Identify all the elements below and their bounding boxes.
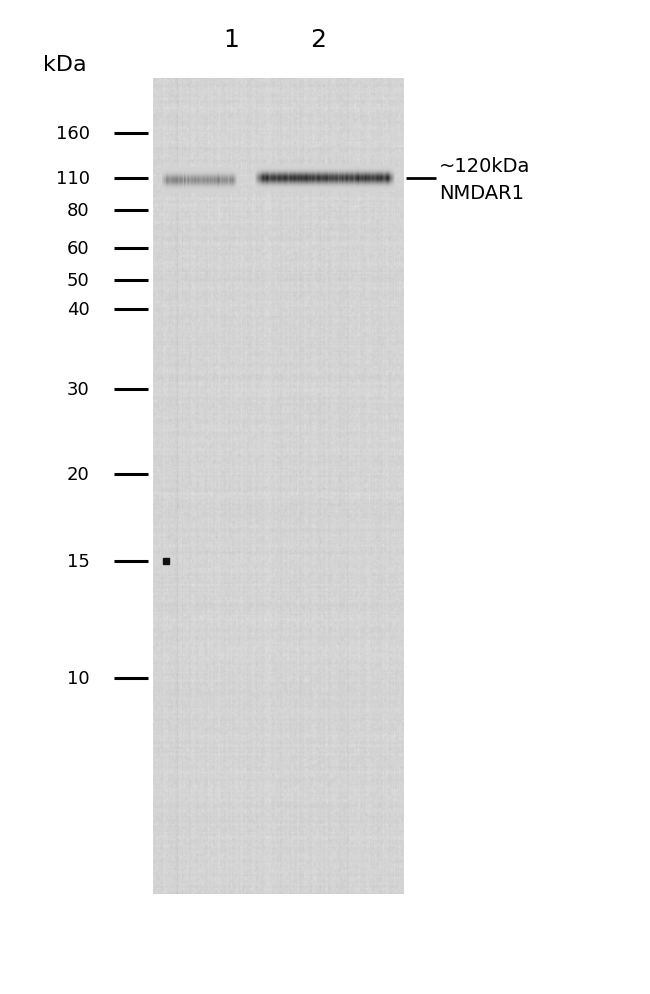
Text: NMDAR1: NMDAR1 xyxy=(439,183,524,203)
Text: ~120kDa: ~120kDa xyxy=(439,156,530,176)
Text: 110: 110 xyxy=(56,170,90,188)
Text: 20: 20 xyxy=(67,465,90,483)
Text: 15: 15 xyxy=(67,553,90,571)
Text: 1: 1 xyxy=(223,28,239,52)
Text: 60: 60 xyxy=(67,240,90,257)
Text: kDa: kDa xyxy=(43,55,87,75)
Text: 40: 40 xyxy=(67,301,90,319)
Text: 50: 50 xyxy=(67,271,90,289)
Text: 30: 30 xyxy=(67,381,90,399)
Text: 80: 80 xyxy=(67,202,90,220)
Text: 160: 160 xyxy=(56,125,90,143)
Text: 2: 2 xyxy=(311,28,326,52)
Text: 10: 10 xyxy=(67,669,90,687)
